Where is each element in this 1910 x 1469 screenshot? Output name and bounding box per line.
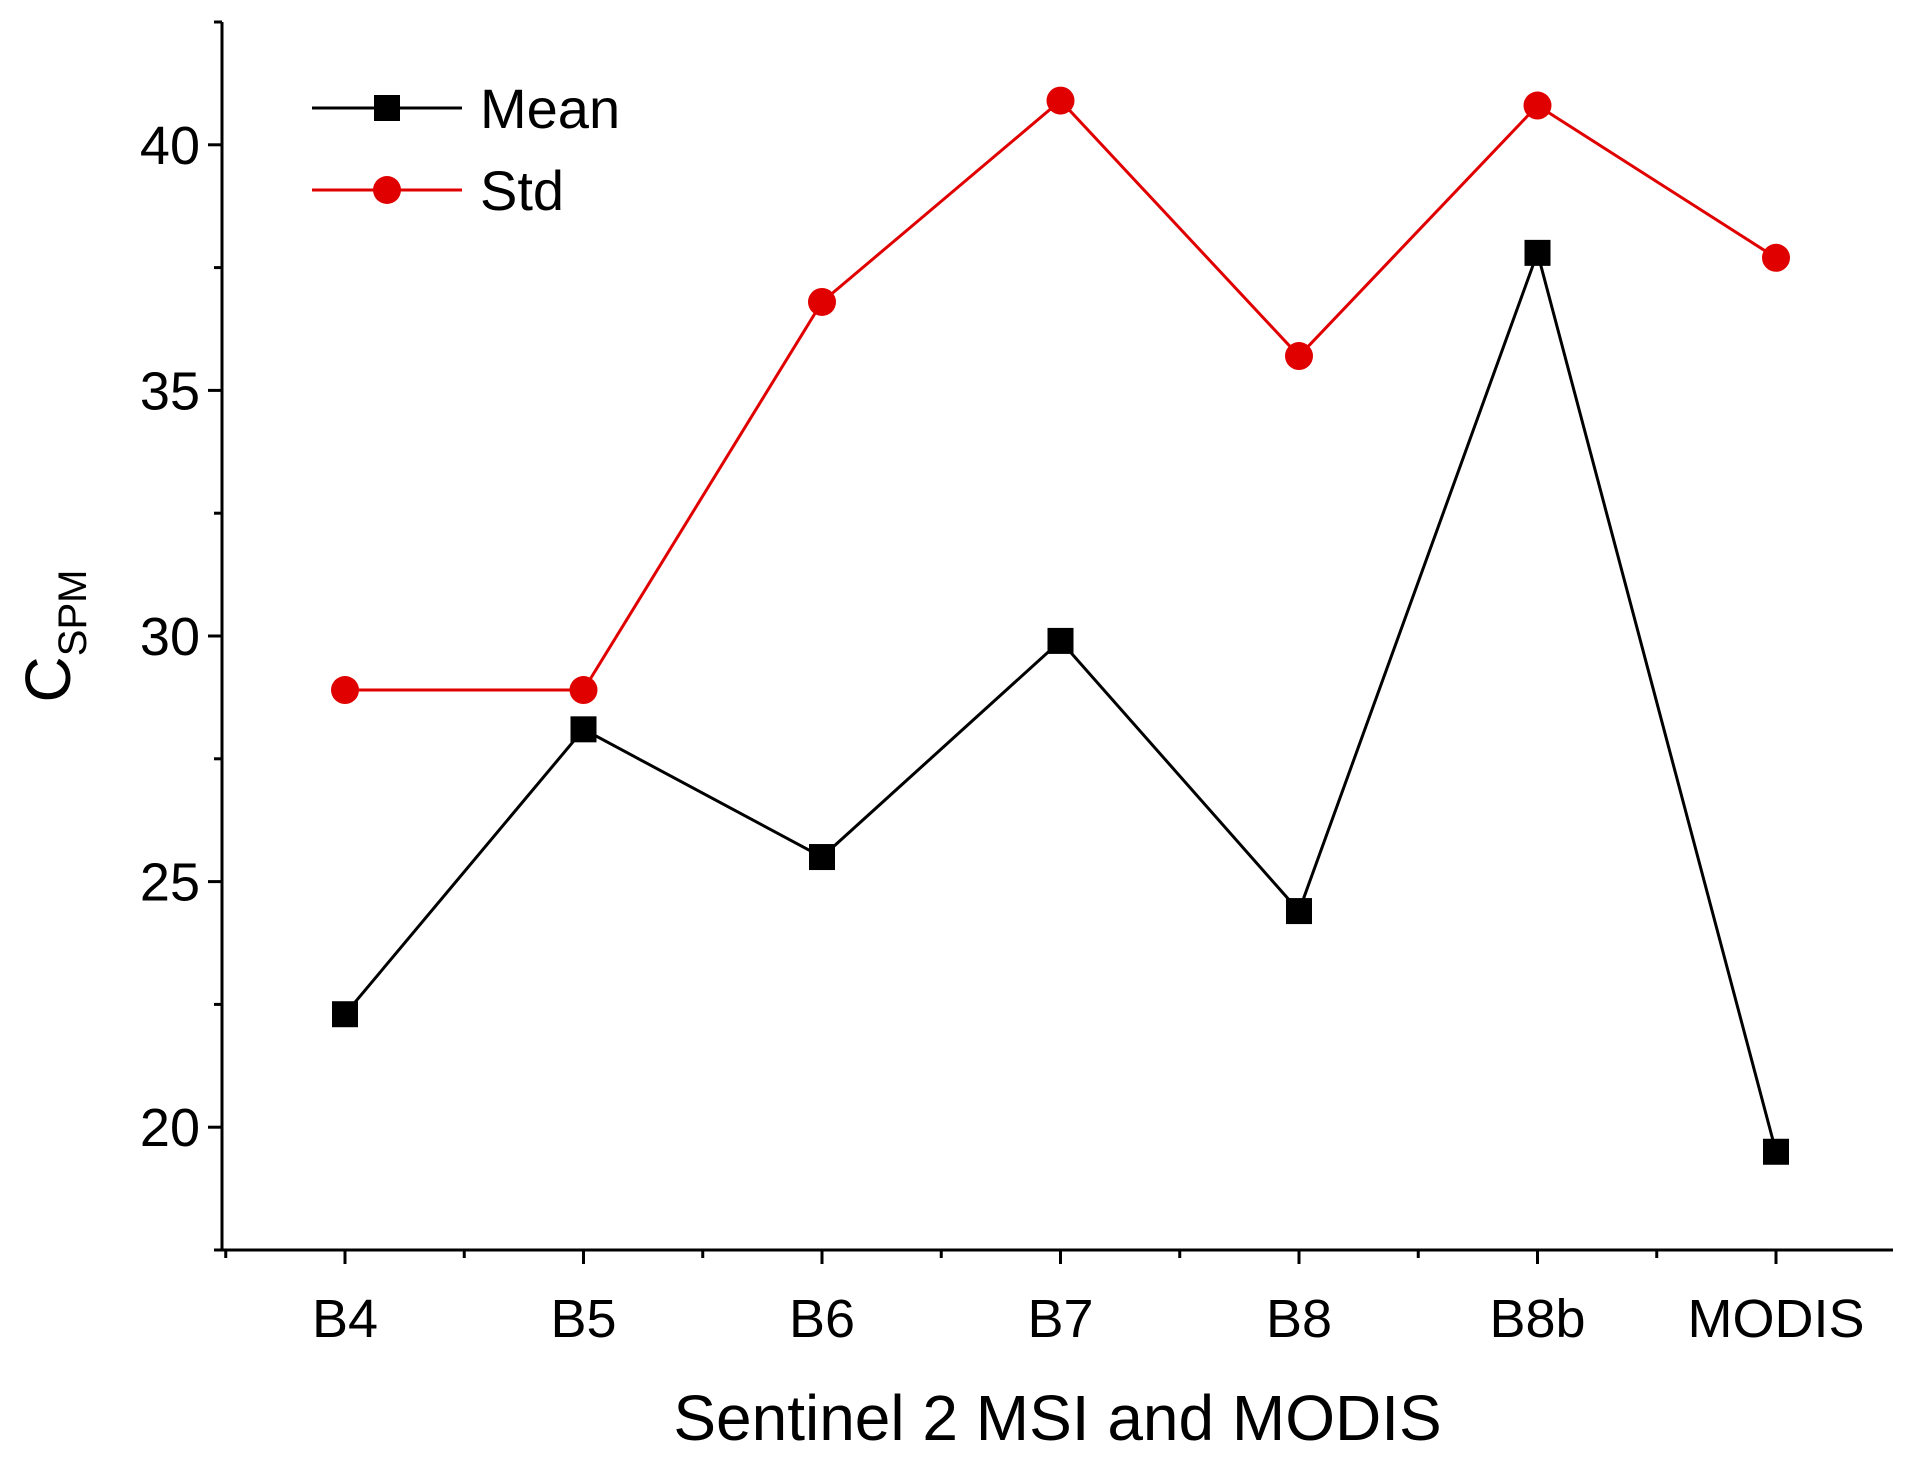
data-point-std <box>1762 243 1790 272</box>
y-tick-label: 30 <box>140 607 200 667</box>
data-point-std <box>808 287 836 316</box>
x-tick-label: B6 <box>789 1289 855 1349</box>
series-line-mean <box>343 247 1778 1153</box>
data-point-std <box>331 676 359 705</box>
y-ticks: 20 25 30 35 40 <box>140 20 222 1252</box>
x-ticks: B4 B5 B6 B7 B8 B8b MODIS <box>224 1250 1865 1349</box>
data-point-mean <box>809 844 835 871</box>
data-point-mean <box>332 1001 358 1028</box>
y-tick-label: 25 <box>140 853 200 913</box>
series-layer <box>331 86 1790 1165</box>
x-tick-label: B5 <box>550 1289 616 1349</box>
legend-marker-mean <box>374 95 400 121</box>
legend-label-std: Std <box>480 159 564 222</box>
y-axis-title: CSPM <box>12 570 95 703</box>
data-point-std <box>569 676 598 705</box>
legend-item-mean: Mean <box>312 77 620 140</box>
y-axis-title-main: C <box>12 656 84 702</box>
x-axis-title: Sentinel 2 MSI and MODIS <box>673 1382 1441 1454</box>
x-tick-label: MODIS <box>1687 1289 1864 1349</box>
data-point-std <box>1046 86 1075 115</box>
legend-label-mean: Mean <box>480 77 620 140</box>
series-mean <box>332 239 1789 1165</box>
x-tick-label: B8 <box>1266 1289 1332 1349</box>
data-point-mean <box>1524 239 1551 266</box>
series-std <box>331 86 1790 705</box>
data-point-mean <box>1286 898 1312 925</box>
x-tick-label: B8b <box>1489 1289 1585 1349</box>
legend-item-std: Std <box>312 159 564 222</box>
y-tick-label: 20 <box>140 1098 200 1158</box>
y-axis-title-subscript: SPM <box>51 570 95 657</box>
x-tick-label: B4 <box>312 1289 378 1349</box>
data-point-mean <box>570 716 597 743</box>
y-tick-label: 40 <box>140 116 200 176</box>
data-point-std <box>1285 342 1313 371</box>
legend: Mean Std <box>312 77 620 222</box>
axes: 20 25 30 35 40 B4 B5 B6 B7 B8 B8b MODIS <box>140 20 1893 1349</box>
y-tick-label: 35 <box>140 361 200 421</box>
data-point-mean <box>1763 1138 1789 1165</box>
data-point-std <box>1523 91 1552 120</box>
x-tick-label: B7 <box>1027 1289 1093 1349</box>
legend-marker-std <box>373 176 401 204</box>
data-point-mean <box>1047 627 1074 654</box>
